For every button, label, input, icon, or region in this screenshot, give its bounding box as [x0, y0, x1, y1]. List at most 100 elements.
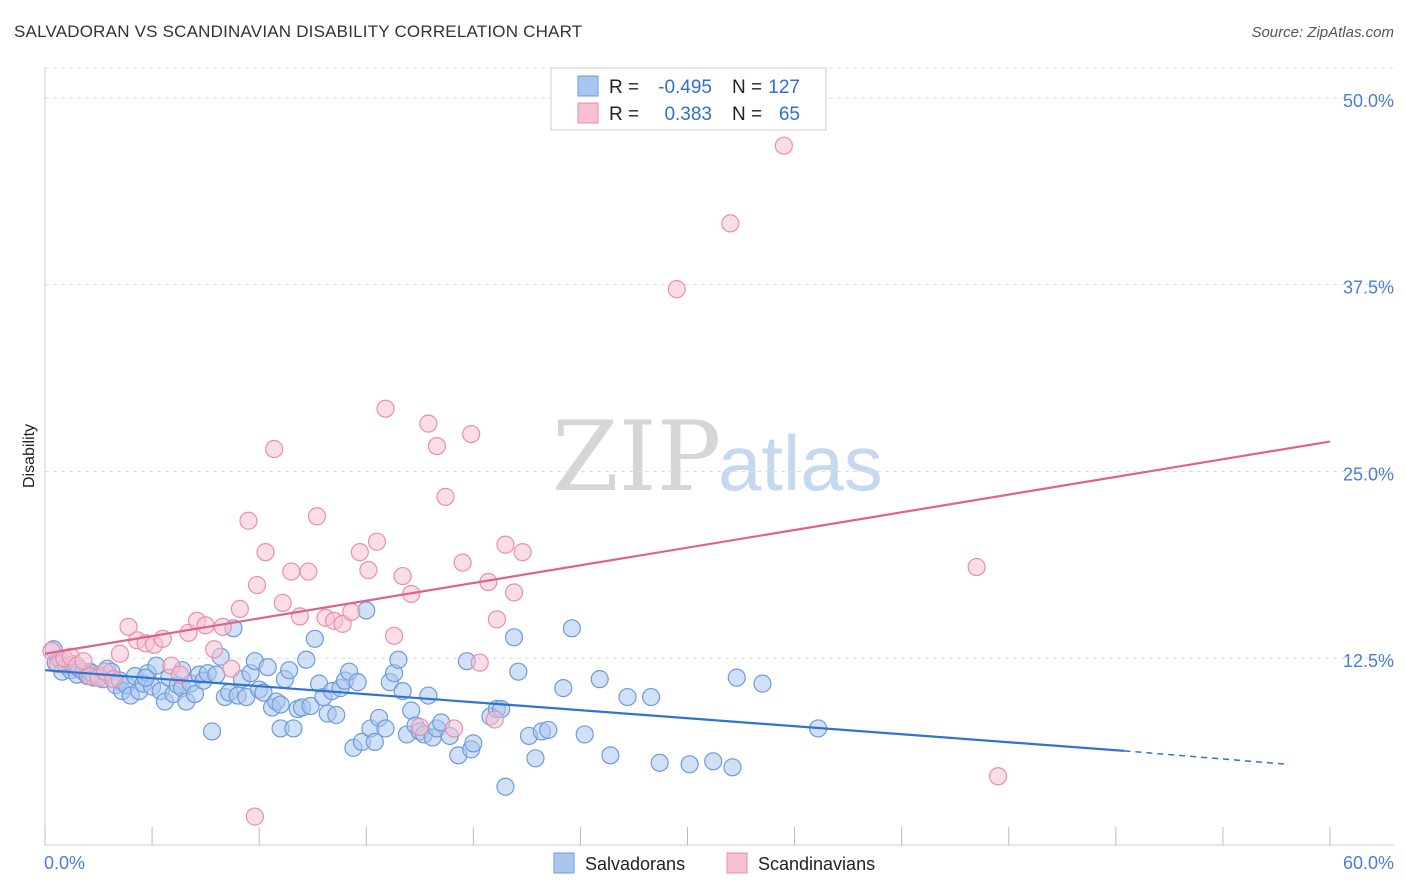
- salvadoran-point: [258, 658, 277, 677]
- bottom-legend-swatch-scandinavians: [726, 852, 748, 874]
- scandinavian-point: [774, 136, 793, 155]
- scandinavian-point: [967, 557, 986, 577]
- y-tick-labels: 12.5% 25.0% 37.5% 50.0%: [1343, 91, 1394, 671]
- chart-title: SALVADORAN VS SCANDINAVIAN DISABILITY CO…: [14, 22, 583, 41]
- scandinavian-point: [230, 599, 249, 619]
- scandinavian-point: [485, 710, 504, 729]
- watermark-atlas: atlas: [718, 419, 883, 507]
- scandinavian-point: [359, 560, 378, 580]
- salvadoran-point: [419, 686, 438, 705]
- salvadoran-point: [357, 601, 376, 620]
- scandinavian-point: [222, 659, 241, 678]
- x-tick-label-max: 60.0%: [1343, 853, 1394, 873]
- scandinavian-point: [436, 487, 455, 506]
- scandinavian-point: [470, 653, 489, 672]
- legend-n-value-2: 65: [779, 104, 800, 125]
- legend-n-label-2: N =: [732, 104, 762, 125]
- legend-swatch-scandinavians: [577, 102, 599, 124]
- salvadoran-point: [723, 758, 742, 777]
- source-label: Source: ZipAtlas.com: [1251, 24, 1394, 41]
- watermark: ZIP atlas: [552, 401, 883, 513]
- scandinavian-point: [299, 562, 318, 581]
- salvadoran-point: [650, 753, 669, 772]
- scandinavian-point: [419, 414, 438, 433]
- scandinavian-point: [487, 610, 506, 629]
- x-ticks: [44, 827, 1331, 845]
- salvadoran-point: [254, 683, 273, 702]
- salvadoran-point: [509, 662, 528, 681]
- scandinavian-point: [213, 617, 232, 636]
- legend-r-label-1: R =: [609, 77, 639, 98]
- scandinavian-point: [667, 280, 686, 299]
- axes: [44, 68, 1394, 846]
- scandinavian-point: [384, 626, 404, 645]
- scandinavian-point: [376, 399, 395, 418]
- legend-n-value-1: 127: [768, 77, 800, 98]
- salvadoran-point: [496, 777, 515, 796]
- y-tick-label: 50.0%: [1343, 91, 1394, 111]
- salvadoran-point: [284, 719, 303, 738]
- series-legend: Salvadorans Scandinavians: [553, 852, 875, 874]
- salvadoran-point: [202, 722, 222, 741]
- legend-r-value-1: -0.495: [658, 77, 712, 98]
- salvadoran-trend-line: [44, 669, 1125, 752]
- scandinavian-point: [453, 553, 472, 572]
- salvadoran-point: [601, 746, 620, 765]
- x-tick-label-min: 0.0%: [44, 853, 85, 873]
- scandinavian-point: [427, 436, 447, 456]
- scandinavian-point: [350, 543, 369, 562]
- scandinavian-point: [496, 535, 515, 554]
- legend-r-label-2: R =: [609, 104, 639, 125]
- salvadoran-point: [365, 732, 384, 751]
- scandinavian-point: [410, 717, 429, 737]
- scandinavian-point: [245, 807, 264, 826]
- salvadoran-point: [753, 674, 772, 693]
- salvadoran-point: [680, 755, 699, 774]
- salvadoran-point: [327, 705, 346, 725]
- scandinavian-point: [247, 575, 267, 595]
- salvadoran-point: [590, 670, 609, 689]
- bottom-legend-swatch-salvadorans: [553, 852, 575, 874]
- salvadoran-point: [185, 684, 205, 704]
- salvadoran-point: [526, 749, 545, 768]
- salvadoran-point: [305, 629, 324, 648]
- salvadoran-point: [618, 687, 637, 707]
- scandinavian-point: [307, 507, 327, 526]
- salvadoran-point: [464, 734, 483, 753]
- scandinavian-point: [367, 532, 387, 551]
- scandinavian-point: [110, 644, 130, 663]
- scandinavian-point: [988, 767, 1008, 786]
- scandinavian-point: [256, 543, 275, 562]
- scandinavian-point: [513, 543, 532, 562]
- salvadoran-point: [641, 687, 661, 707]
- salvadoran-point: [402, 701, 421, 720]
- scandinavian-point: [273, 593, 292, 613]
- scandinavian-point: [504, 583, 524, 602]
- salvadoran-point: [376, 719, 395, 738]
- scandinavian-point: [721, 214, 740, 233]
- salvadoran-point: [554, 679, 573, 698]
- salvadoran-point: [348, 673, 367, 692]
- salvadoran-point: [575, 725, 594, 744]
- salvadoran-point: [562, 619, 581, 638]
- scandinavian-point: [462, 424, 481, 444]
- salvadoran-point: [704, 752, 723, 771]
- trend-lines: [44, 440, 1331, 766]
- y-axis-title: Disability: [21, 424, 38, 488]
- scandinavian-point: [393, 566, 412, 586]
- legend-r-value-2: 0.383: [664, 104, 712, 125]
- scandinavian-point: [119, 617, 138, 636]
- bottom-legend-label-salvadorans: Salvadorans: [585, 854, 685, 874]
- legend-n-label-1: N =: [732, 77, 762, 98]
- salvadoran-trend-extension: [1124, 750, 1288, 766]
- scandinavian-point: [342, 602, 361, 622]
- salvadoran-point: [301, 696, 320, 716]
- salvadoran-point: [504, 628, 524, 647]
- salvadoran-point: [297, 650, 316, 669]
- scandinavian-trend-line: [44, 440, 1331, 655]
- y-tick-label: 25.0%: [1343, 464, 1394, 484]
- salvadoran-point: [389, 650, 408, 669]
- scandinavian-point: [282, 562, 301, 581]
- salvadoran-point: [393, 681, 412, 701]
